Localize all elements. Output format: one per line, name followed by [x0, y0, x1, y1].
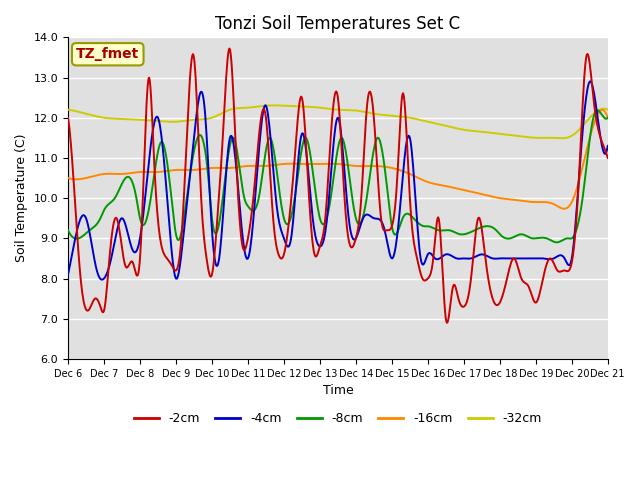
Title: Tonzi Soil Temperatures Set C: Tonzi Soil Temperatures Set C: [215, 15, 460, 33]
Y-axis label: Soil Temperature (C): Soil Temperature (C): [15, 134, 28, 263]
X-axis label: Time: Time: [323, 384, 353, 397]
Legend: -2cm, -4cm, -8cm, -16cm, -32cm: -2cm, -4cm, -8cm, -16cm, -32cm: [129, 407, 547, 430]
Text: TZ_fmet: TZ_fmet: [76, 47, 140, 61]
